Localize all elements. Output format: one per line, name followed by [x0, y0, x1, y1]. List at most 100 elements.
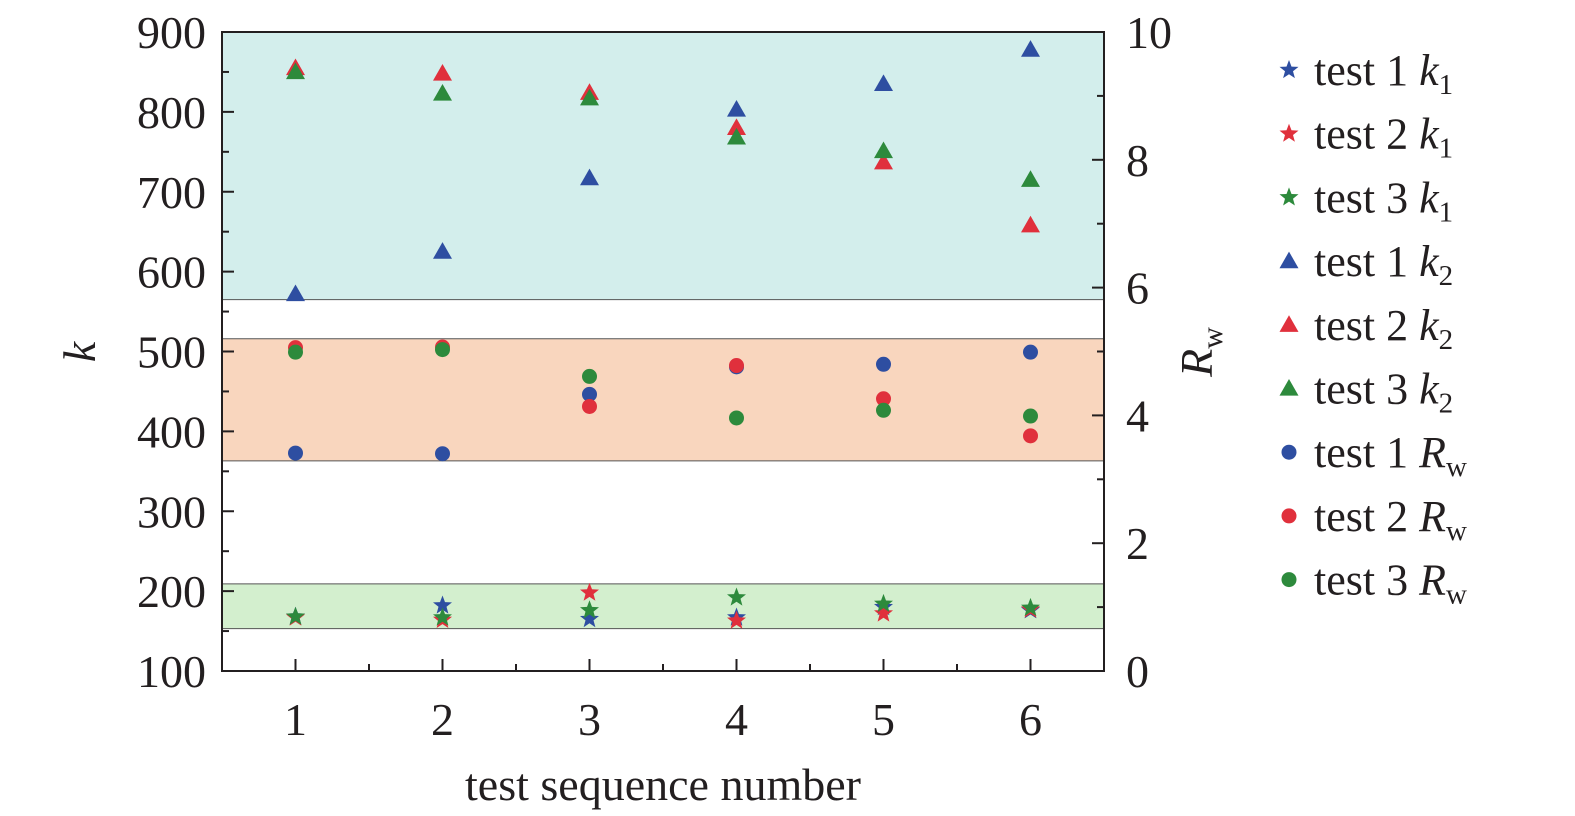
axis-ticks	[221, 31, 1105, 672]
data-point-star	[286, 606, 305, 625]
y-axis-left-title: k	[54, 340, 105, 362]
data-point-star	[1021, 597, 1040, 616]
legend-marker	[1279, 123, 1299, 142]
data-point-star	[727, 610, 746, 629]
y-right-tick-label: 8	[1126, 135, 1149, 186]
data-point-triangle	[874, 141, 893, 159]
data-point-circle	[288, 445, 303, 461]
legend-label: test 2 Rw	[1314, 492, 1467, 547]
y-left-tick-label: 600	[137, 247, 206, 298]
legend: test 1 k1 test 2 k1 test 3 k1 test 1 k2 test…	[1279, 46, 1467, 611]
data-point-triangle	[286, 62, 305, 80]
x-tick-label: 4	[725, 694, 748, 745]
data-point-circle	[582, 398, 597, 414]
band-1	[222, 338, 1104, 461]
series-6	[286, 62, 1040, 187]
y-axis-right-title-var: R	[1171, 349, 1222, 378]
data-point-triangle	[874, 74, 893, 92]
range-bands	[222, 32, 1104, 630]
legend-marker	[1279, 251, 1299, 269]
legend-marker	[1279, 379, 1299, 396]
x-tick-label: 6	[1019, 694, 1042, 745]
data-point-triangle	[580, 88, 599, 106]
y-left-tick-label: 700	[137, 167, 206, 218]
data-point-star	[874, 603, 893, 622]
legend-label: test 1 Rw	[1314, 428, 1467, 483]
legend-item: test 2 Rw	[1281, 492, 1467, 547]
data-point-triangle	[874, 152, 893, 170]
data-point-circle	[582, 386, 597, 402]
data-point-circle	[876, 402, 891, 418]
data-point-triangle	[1021, 40, 1040, 57]
legend-label: test 1 k2	[1314, 237, 1453, 292]
legend-item: test 3 k2	[1279, 365, 1453, 420]
data-point-triangle	[1021, 170, 1040, 187]
data-point-triangle	[727, 118, 746, 135]
data-point-star	[580, 600, 599, 619]
series-9	[288, 342, 1038, 426]
data-point-triangle	[433, 64, 452, 81]
x-axis-title: test sequence number	[465, 759, 861, 810]
data-points	[286, 40, 1040, 629]
band-0	[222, 32, 1104, 300]
data-point-triangle	[580, 168, 599, 186]
legend-marker	[1279, 187, 1299, 206]
data-point-triangle	[286, 284, 305, 302]
data-point-star	[727, 587, 746, 606]
y-left-tick-label: 300	[137, 486, 206, 537]
legend-label: test 2 k1	[1314, 110, 1453, 165]
legend-marker	[1281, 444, 1297, 460]
data-point-circle	[435, 342, 450, 358]
x-tick-label: 3	[578, 694, 601, 745]
y-left-tick-label: 400	[137, 406, 206, 457]
legend-item: test 2 k1	[1279, 110, 1453, 165]
data-point-circle	[1023, 344, 1038, 360]
data-point-triangle	[1021, 215, 1040, 233]
y-left-tick-label: 200	[137, 566, 206, 617]
data-point-triangle	[433, 84, 452, 101]
series-3	[286, 587, 1040, 626]
data-point-circle	[876, 391, 891, 407]
legend-marker	[1279, 315, 1299, 332]
data-point-triangle	[727, 127, 746, 145]
y-right-tick-label: 6	[1126, 263, 1149, 314]
legend-label: test 1 k1	[1314, 46, 1453, 101]
tick-labels: 1 2 3 4 5 6 100 200 300 400 500 600 700 800 900 0 2 4 6 8 10	[137, 7, 1172, 745]
data-point-star	[580, 609, 599, 628]
data-point-triangle	[433, 242, 452, 259]
data-point-circle	[582, 368, 597, 384]
y-right-tick-label: 4	[1126, 390, 1149, 441]
data-point-circle	[1023, 428, 1038, 444]
data-point-star	[580, 582, 599, 601]
data-point-circle	[729, 410, 744, 426]
legend-label: test 2 k2	[1314, 301, 1453, 356]
legend-label: test 3 k2	[1314, 365, 1453, 420]
y-right-tick-label: 2	[1126, 518, 1149, 569]
legend-item: test 3 k1	[1279, 173, 1453, 228]
band-2	[222, 583, 1104, 629]
data-point-circle	[1023, 408, 1038, 424]
legend-item: test 3 Rw	[1281, 556, 1467, 611]
series-4	[286, 40, 1040, 302]
y-left-tick-label: 500	[137, 327, 206, 378]
data-point-triangle	[727, 99, 746, 117]
data-point-circle	[288, 344, 303, 360]
x-tick-label: 5	[872, 694, 895, 745]
y-axis-right-title-sub: w	[1196, 327, 1229, 349]
legend-item: test 1 Rw	[1281, 428, 1467, 483]
data-point-circle	[435, 446, 450, 462]
legend-item: test 1 k2	[1279, 237, 1453, 292]
data-point-star	[874, 593, 893, 612]
x-tick-label: 1	[284, 694, 307, 745]
legend-label: test 3 Rw	[1314, 556, 1467, 611]
legend-item: test 2 k2	[1279, 301, 1453, 356]
legend-label: test 3 k1	[1314, 173, 1453, 228]
data-point-circle	[729, 358, 744, 374]
y-axis-right-title: Rw	[1171, 327, 1229, 378]
y-right-tick-label: 10	[1126, 7, 1172, 58]
y-left-tick-label: 900	[137, 7, 206, 58]
y-right-tick-label: 0	[1126, 646, 1149, 697]
legend-marker	[1279, 60, 1299, 79]
x-tick-label: 2	[431, 694, 454, 745]
data-point-circle	[876, 356, 891, 372]
